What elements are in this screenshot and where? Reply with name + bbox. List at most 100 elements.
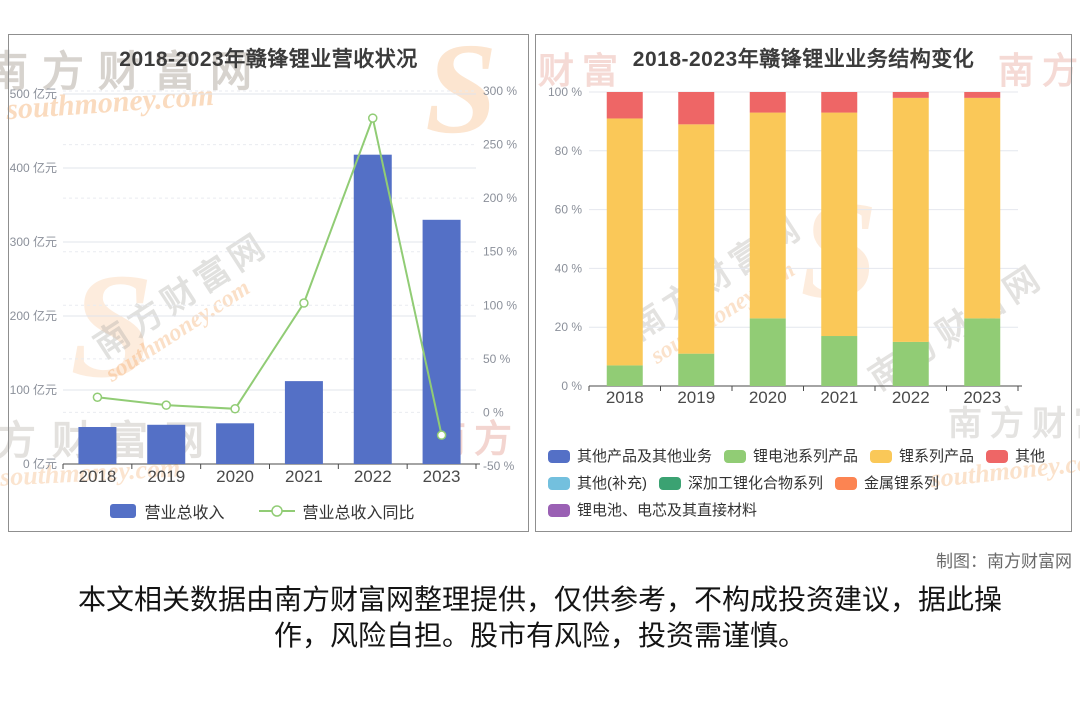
yoy-marker-2022 (368, 113, 378, 123)
structure-segment-2020 (749, 112, 786, 319)
legend-swatch-icon (548, 477, 570, 490)
revenue-legend: 营业总收入 营业总收入同比 (9, 499, 528, 531)
svg-text:0 %: 0 % (483, 405, 504, 419)
structure-segment-2020 (749, 92, 786, 113)
structure-panel: 2018-2023年赣锋锂业业务结构变化 0 % 20 % 40 % 60 % 80 %… (535, 34, 1072, 532)
svg-text:200 %: 200 % (483, 191, 517, 205)
svg-text:60 %: 60 % (555, 203, 583, 217)
svg-text:2023: 2023 (423, 467, 461, 486)
svg-text:-50 %: -50 % (483, 459, 515, 473)
structure-legend-item-1[interactable]: 锂电池系列产品 (724, 447, 858, 466)
structure-legend-item-6[interactable]: 金属锂系列 (835, 474, 939, 493)
svg-text:2019: 2019 (147, 467, 185, 486)
legend-label: 锂电池系列产品 (753, 448, 859, 465)
legend-label: 深加工锂化合物系列 (688, 475, 824, 492)
structure-legend: 其他产品及其他业务 锂电池系列产品 锂系列产品 其他其他(补充) 深加工锂化合物系列 金属… (548, 447, 1065, 528)
yoy-marker-2018 (92, 392, 103, 402)
legend-swatch-icon (986, 450, 1009, 463)
legend-swatch-icon (548, 504, 570, 517)
svg-text:2019: 2019 (677, 388, 715, 407)
structure-segment-2022 (892, 341, 929, 386)
svg-text:100 %: 100 % (548, 85, 582, 99)
revenue-bar-2021 (284, 381, 323, 464)
structure-legend-item-4[interactable]: 其他(补充) (548, 474, 647, 493)
revenue-bar-2022 (353, 154, 392, 464)
legend-swatch-icon (724, 450, 747, 463)
disclaimer: 本文相关数据由南方财富网整理提供，仅供参考，不构成投资建议，据此操 作，风险自担… (0, 582, 1080, 654)
structure-legend-item-2[interactable]: 锂系列产品 (870, 447, 974, 466)
svg-text:20 %: 20 % (555, 320, 583, 334)
yoy-marker-2019 (161, 400, 171, 410)
legend-label: 其他产品及其他业务 (577, 448, 713, 465)
svg-text:2020: 2020 (749, 388, 787, 407)
svg-text:2020: 2020 (216, 467, 254, 486)
revenue-bar-2023 (422, 219, 461, 464)
legend-swatch-icon (835, 477, 858, 490)
structure-segment-2021 (821, 336, 858, 386)
structure-segment-2023 (964, 97, 1001, 319)
svg-text:2022: 2022 (354, 467, 392, 486)
svg-text:300 亿元: 300 亿元 (10, 234, 57, 249)
svg-text:2021: 2021 (285, 467, 323, 486)
structure-legend-item-3[interactable]: 其他 (986, 447, 1045, 466)
structure-segment-2022 (892, 92, 929, 98)
disclaimer-line-1: 本文相关数据由南方财富网整理提供，仅供参考，不构成投资建议，据此操 (77, 584, 1002, 615)
revenue-chart-title: 2018-2023年赣锋锂业营收状况 (119, 48, 418, 71)
legend-swatch-icon (870, 450, 893, 463)
revenue-bar-2019 (147, 424, 186, 464)
revenue-bar-2018 (78, 427, 117, 464)
svg-text:0 %: 0 % (561, 379, 582, 393)
svg-text:2018: 2018 (79, 467, 117, 486)
revenue-bar-2020 (216, 423, 255, 464)
structure-segment-2018 (606, 365, 643, 386)
structure-segment-2019 (678, 353, 715, 386)
legend-swatch-icon (659, 477, 681, 490)
bar-swatch-icon (110, 504, 137, 518)
structure-segment-2018 (606, 118, 643, 366)
legend-label: 其他(补充) (577, 475, 647, 492)
structure-legend-item-0[interactable]: 其他产品及其他业务 (548, 447, 712, 466)
svg-text:2022: 2022 (892, 388, 930, 407)
structure-chart-title: 2018-2023年赣锋锂业业务结构变化 (632, 48, 975, 71)
revenue-chart-svg: 0 亿元 100 亿元 200 亿元 300 亿元 400 亿元 500 亿元 -50 % 0… (10, 84, 518, 486)
credit-line: 制图：南方财富网 (936, 552, 1072, 571)
svg-text:0 亿元: 0 亿元 (23, 456, 57, 471)
legend-swatch-icon (548, 450, 570, 463)
legend-label: 金属锂系列 (864, 475, 940, 492)
structure-segment-2019 (678, 124, 715, 354)
line-marker-icon (258, 505, 295, 517)
legend-label: 营业总收入同比 (302, 505, 415, 522)
svg-text:40 %: 40 % (555, 261, 583, 275)
structure-segment-2023 (964, 92, 1001, 98)
yoy-marker-2020 (230, 404, 240, 414)
structure-legend-item-7[interactable]: 锂电池、电芯及其直接材料 (548, 501, 757, 520)
svg-text:80 %: 80 % (555, 144, 583, 158)
svg-text:250 %: 250 % (483, 138, 517, 152)
structure-segment-2018 (606, 92, 643, 119)
structure-segment-2021 (821, 92, 858, 113)
legend-label: 其他 (1015, 448, 1046, 465)
structure-chart-svg: 0 % 20 % 40 % 60 % 80 % 100 % 2018 2019 2020 2021… (548, 85, 1022, 407)
structure-segment-2020 (749, 318, 786, 386)
legend-label: 营业总收入 (144, 505, 225, 522)
svg-text:2023: 2023 (963, 388, 1001, 407)
structure-segment-2021 (821, 112, 858, 337)
legend-label: 锂系列产品 (899, 448, 975, 465)
svg-text:300 %: 300 % (483, 84, 517, 98)
revenue-legend-item-1[interactable]: 营业总收入同比 (258, 499, 415, 523)
revenue-legend-item-0[interactable]: 营业总收入 (110, 499, 225, 523)
structure-segment-2022 (892, 97, 929, 342)
revenue-panel: 2018-2023年赣锋锂业营收状况 0 亿元 100 亿元 200 亿元 300 亿… (8, 34, 529, 532)
svg-text:2021: 2021 (820, 388, 858, 407)
disclaimer-line-2: 作，风险自担。股市有风险，投资需谨慎。 (273, 620, 806, 651)
svg-text:100 %: 100 % (483, 298, 517, 312)
structure-legend-item-5[interactable]: 深加工锂化合物系列 (659, 474, 823, 493)
yoy-marker-2021 (299, 298, 309, 308)
svg-text:400 亿元: 400 亿元 (10, 160, 57, 175)
legend-label: 锂电池、电芯及其直接材料 (577, 502, 758, 519)
svg-text:200 亿元: 200 亿元 (10, 308, 57, 323)
structure-segment-2019 (678, 92, 715, 125)
svg-text:2018: 2018 (606, 388, 644, 407)
svg-text:150 %: 150 % (483, 245, 517, 259)
